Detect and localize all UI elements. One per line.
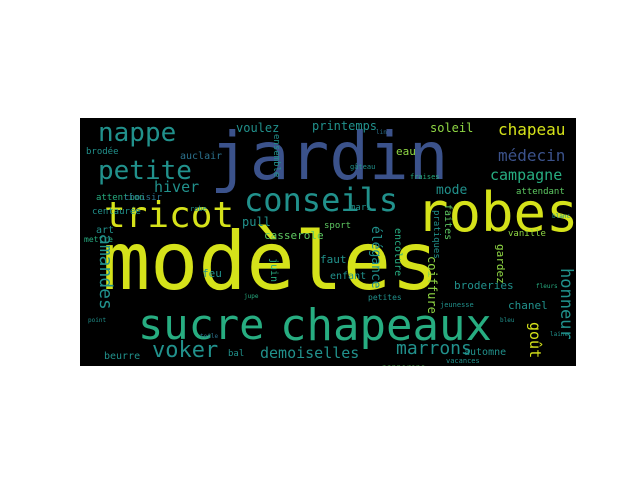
word-broderies: broderies	[454, 279, 514, 292]
word-point: point	[88, 317, 107, 324]
word-ensemble: ensemble	[271, 134, 281, 178]
word-gout: goût	[526, 322, 544, 359]
word-beurre: beurre	[104, 351, 141, 362]
word-chanel: chanel	[508, 299, 548, 312]
word-jardin: jardin	[210, 118, 449, 195]
word-pull: pull	[242, 215, 271, 229]
word-casserole: casserole	[264, 229, 324, 242]
word-jeunesse: jeunesse	[440, 301, 474, 309]
word-marrons: marrons	[396, 338, 472, 359]
word-juin: juin	[268, 258, 279, 283]
word-hiver: hiver	[154, 178, 200, 196]
word-conseils: conseils	[244, 181, 399, 219]
word-napperons: napperons	[382, 364, 425, 367]
word-faites: faites	[442, 204, 453, 241]
word-automne: automne	[464, 347, 507, 358]
word-gateau: gâteau	[350, 163, 376, 171]
word-honneur: honneur	[556, 268, 576, 340]
word-bal: bal	[228, 349, 245, 359]
word-cloud: modèles jardin robes chapeaux sucre tric…	[80, 118, 576, 366]
word-feu: feu	[202, 267, 222, 280]
word-blanc: blanc	[552, 213, 571, 220]
word-tricot: tricot	[104, 195, 235, 236]
word-voker: voker	[152, 338, 219, 363]
word-encolure: encolure	[392, 228, 403, 277]
word-chapeau: chapeau	[498, 120, 566, 139]
word-choisir: choisir	[124, 193, 162, 203]
word-printemps: printemps	[312, 119, 378, 133]
word-bleu: bleu	[500, 317, 515, 324]
word-attendant: attendant	[516, 187, 565, 197]
word-pratiques: pratiques	[431, 210, 441, 259]
word-voulez: voulez	[236, 121, 280, 135]
word-attention: attention	[96, 193, 145, 203]
word-nappe: nappe	[98, 118, 177, 148]
word-soleil: soleil	[430, 121, 474, 135]
word-mettre: mettre	[84, 235, 113, 244]
word-art: art	[96, 225, 115, 236]
word-demoiselles: demoiselles	[260, 344, 360, 362]
word-amandes: amandes	[95, 234, 116, 310]
word-mode: mode	[436, 183, 468, 198]
word-campagne: campagne	[490, 166, 563, 184]
word-eau: eau	[396, 145, 416, 158]
word-enfant: enfant	[330, 271, 367, 282]
word-petite: petite	[98, 156, 192, 186]
word-vacances: vacances	[446, 357, 480, 365]
word-toile: toile	[200, 333, 219, 340]
word-fraises: fraises	[410, 173, 440, 181]
word-vanille: vanille	[508, 229, 546, 239]
word-sport: sport	[324, 221, 352, 231]
word-brodee: brodée	[86, 147, 119, 157]
word-sucre: sucre	[138, 300, 265, 349]
word-fleurs: fleurs	[536, 283, 558, 290]
word-petites: petites	[368, 293, 402, 302]
word-centauree: centaurée	[92, 207, 141, 217]
word-auclair: auclair	[180, 151, 223, 162]
word-chapeaux: chapeaux	[280, 300, 492, 351]
word-modeles: modèles	[102, 215, 440, 308]
word-faut: faut	[320, 253, 347, 266]
word-coiffure: coiffure	[425, 256, 439, 314]
word-mari: mari	[350, 203, 372, 213]
word-robe: robe	[190, 205, 207, 213]
word-robes: robes	[416, 181, 576, 244]
word-jupe: jupe	[244, 293, 259, 300]
word-gardez: gardez	[494, 244, 507, 284]
word-elegance: élégance	[368, 226, 383, 289]
word-medecin: médecin	[498, 146, 566, 165]
word-lin: lin	[376, 129, 387, 136]
word-laine: laine	[550, 331, 569, 338]
